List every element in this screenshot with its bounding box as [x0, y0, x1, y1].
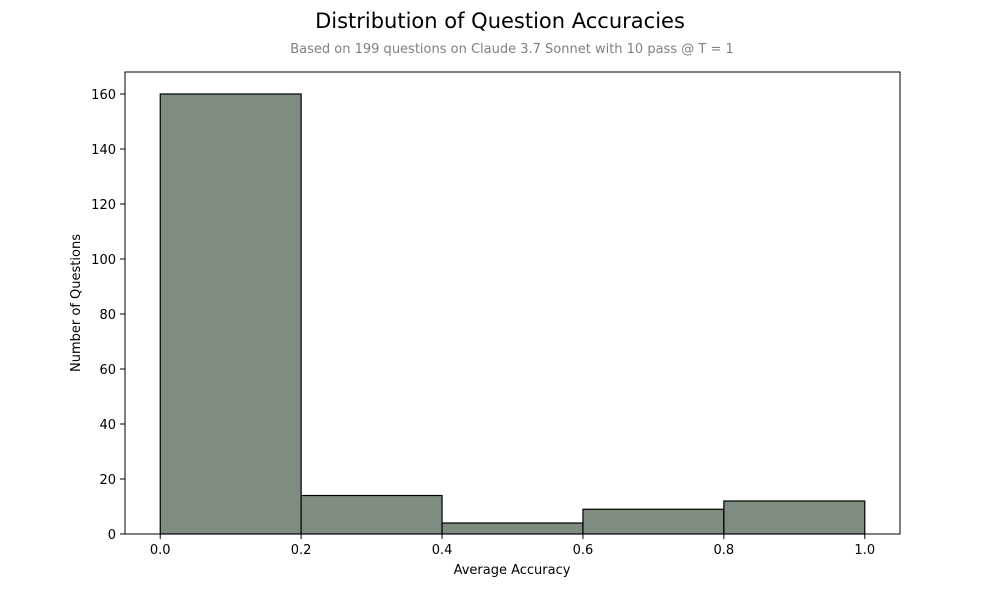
x-tick-label: 0.6: [573, 543, 594, 558]
x-axis-label: Average Accuracy: [454, 563, 571, 578]
y-tick-label: 20: [99, 473, 116, 488]
chart-title: Distribution of Question Accuracies: [315, 9, 685, 33]
y-axis-label: Number of Questions: [69, 234, 84, 372]
histogram-bar-2: [441, 522, 584, 535]
y-tick-label: 120: [91, 198, 116, 213]
histogram-bar-3: [582, 508, 725, 535]
y-tick-label: 40: [99, 418, 116, 433]
y-tick-label: 100: [91, 253, 116, 268]
histogram-bar-1: [300, 494, 443, 535]
x-tick-label: 0.0: [150, 543, 171, 558]
y-tick-label: 80: [99, 308, 116, 323]
x-tick-label: 1.0: [854, 543, 875, 558]
chart-subtitle: Based on 199 questions on Claude 3.7 Son…: [290, 42, 734, 57]
x-axis-ticks: 0.0 0.2 0.4 0.6 0.8 1.0: [150, 534, 875, 558]
histogram-bar-4: [723, 500, 866, 535]
x-tick-label: 0.2: [291, 543, 312, 558]
y-tick-label: 160: [91, 88, 116, 103]
plot-frame: [124, 71, 901, 535]
y-tick-label: 60: [99, 363, 116, 378]
y-axis-ticks: 0 20 40 60 80 100 120 140 160: [91, 88, 125, 543]
bars-group: [159, 93, 866, 535]
histogram-bar-0: [159, 93, 302, 535]
y-tick-label: 0: [108, 528, 116, 543]
y-tick-label: 140: [91, 143, 116, 158]
x-tick-label: 0.4: [432, 543, 453, 558]
x-tick-label: 0.8: [714, 543, 735, 558]
